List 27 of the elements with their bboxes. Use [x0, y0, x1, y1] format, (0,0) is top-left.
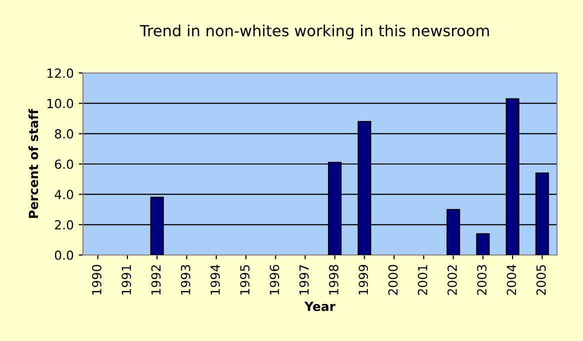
x-tick-label: 2005	[536, 265, 546, 295]
y-tick-label: 10.0	[48, 98, 74, 108]
x-tick-label: 1998	[328, 264, 338, 294]
x-tick-label: 1992	[151, 265, 161, 294]
y-tick-label: 8.0	[54, 129, 74, 139]
x-tick-label: 1999	[358, 264, 368, 294]
chart-title: Trend in non-whites working in this newsroom	[140, 24, 489, 40]
x-tick-label: 1990	[92, 264, 102, 294]
x-tick-label: 2001	[418, 265, 428, 295]
x-axis-title: Year	[304, 302, 336, 312]
y-axis-title: Percent of staff	[28, 108, 38, 218]
x-tick-label: 1994	[210, 264, 220, 294]
y-tick-label: 6.0	[54, 159, 74, 169]
x-tick-label: 2003	[477, 265, 487, 295]
y-tick-label: 0.0	[54, 250, 74, 260]
x-tick-label: 2000	[388, 264, 398, 295]
y-tick-label: 12.0	[48, 68, 74, 78]
x-tick-label: 2002	[447, 265, 457, 295]
x-tick-label: 1996	[270, 264, 280, 294]
x-tick-label: 2004	[506, 264, 516, 295]
bar	[476, 233, 490, 255]
y-tick-label: 2.0	[55, 220, 74, 230]
x-tick-label: 1991	[122, 265, 132, 294]
x-tick-label: 1995	[240, 265, 250, 294]
x-tick-label: 1993	[180, 265, 190, 294]
x-tick-label: 1997	[299, 265, 309, 294]
y-tick-label: 4.0	[54, 190, 74, 200]
